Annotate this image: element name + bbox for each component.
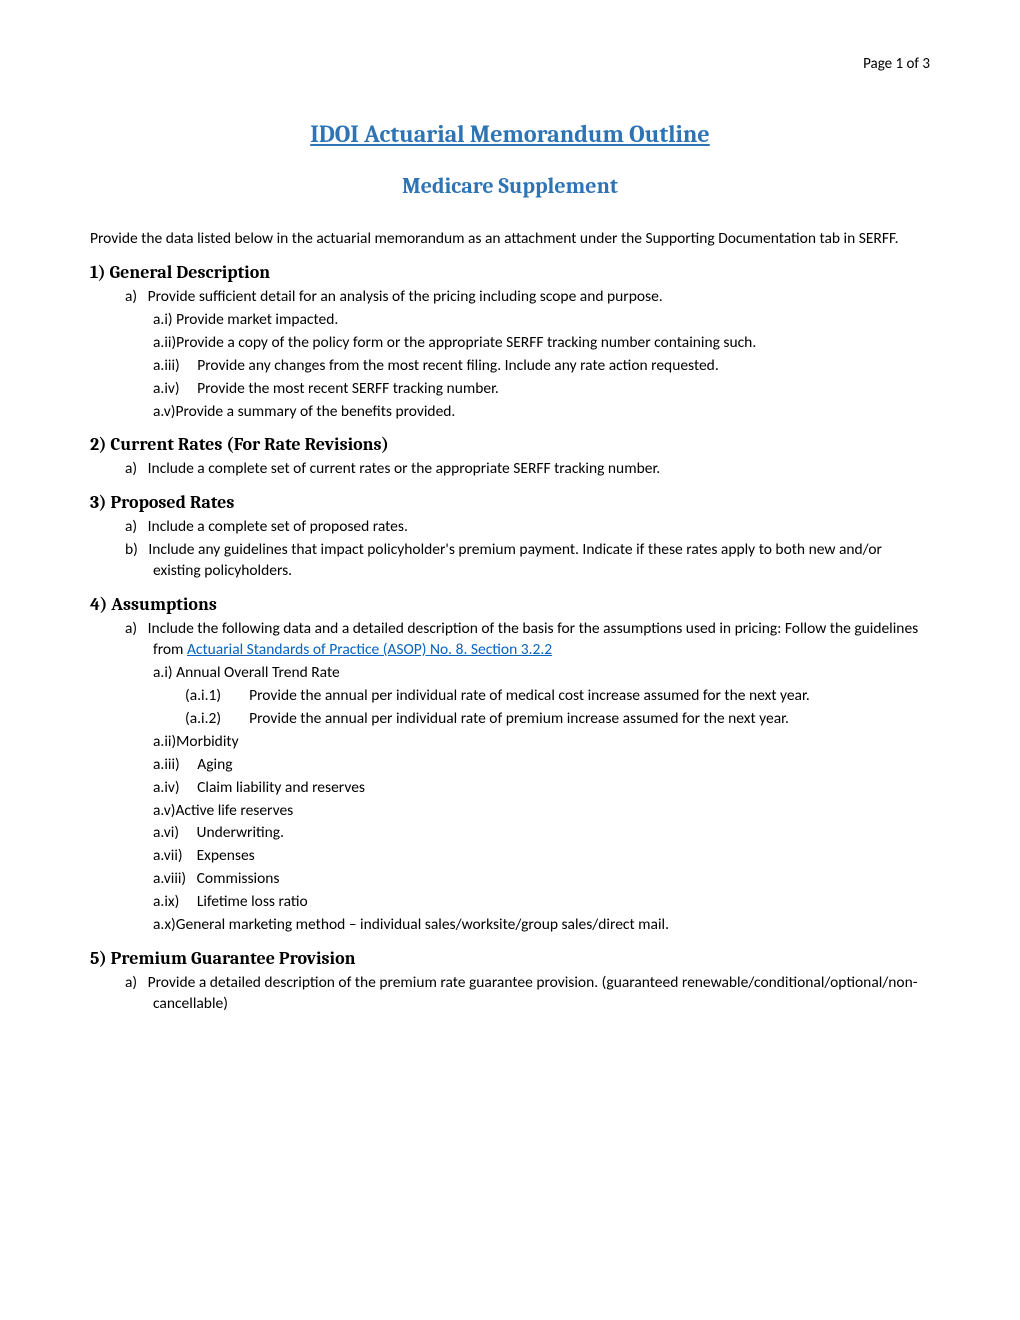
label-a: a): [125, 459, 137, 478]
s4-a-ii: a.ii)Morbidity: [153, 732, 930, 753]
s1-a: a) Provide sufficient detail for an anal…: [125, 287, 930, 308]
s4-a-iii: a.iii) Aging: [153, 755, 930, 776]
s4-a-x: a.x)General marketing method – individua…: [153, 915, 930, 936]
s3-a-text: Include a complete set of proposed rates…: [148, 517, 408, 536]
label-a: a): [125, 619, 137, 638]
label-ai: a.i): [153, 310, 173, 329]
page-number: Page 1 of 3: [863, 55, 930, 73]
s4-a-iii-text: Aging: [197, 755, 232, 774]
s4-a-vi: a.vi) Underwriting.: [153, 823, 930, 844]
s1-a-iii: a.iii) Provide any changes from the most…: [153, 356, 930, 377]
s1-a-v: a.v)Provide a summary of the benefits pr…: [153, 402, 930, 423]
s4-a-v-text: Active life reserves: [175, 801, 293, 820]
title-link[interactable]: IDOI Actuarial Memorandum Outline: [310, 120, 710, 148]
s1-a-ii: a.ii)Provide a copy of the policy form o…: [153, 333, 930, 354]
label-a: a): [125, 517, 137, 536]
label-avii: a.vii): [153, 846, 183, 865]
s4-a-i-1: (a.i.1) Provide the annual per individua…: [185, 686, 930, 707]
s4-a-i-1-text: Provide the annual per individual rate o…: [249, 686, 810, 705]
s4-a-i-text: Annual Overall Trend Rate: [176, 663, 340, 682]
s1-a-v-text: Provide a summary of the benefits provid…: [175, 402, 455, 421]
label-a: a): [125, 287, 137, 306]
section-4-heading: 4) Assumptions: [90, 594, 930, 615]
s3-b-text: Include any guidelines that impact polic…: [148, 540, 882, 580]
label-aii: a.ii): [153, 732, 176, 751]
s4-a-v: a.v)Active life reserves: [153, 801, 930, 822]
label-aviii: a.viii): [153, 869, 186, 888]
label-ai1: (a.i.1): [185, 686, 221, 705]
s4-a-vii-text: Expenses: [197, 846, 255, 865]
label-aii: a.ii): [153, 333, 176, 352]
s4-a-i: a.i) Annual Overall Trend Rate: [153, 663, 930, 684]
section-5-heading: 5) Premium Guarantee Provision: [90, 948, 930, 969]
s1-a-i: a.i) Provide market impacted.: [153, 310, 930, 331]
document-subtitle: Medicare Supplement: [90, 173, 930, 199]
label-ai2: (a.i.2): [185, 709, 221, 728]
label-aiv: a.iv): [153, 379, 180, 398]
s3-a: a) Include a complete set of proposed ra…: [125, 517, 930, 538]
s2-a: a) Include a complete set of current rat…: [125, 459, 930, 480]
s4-a-iv: a.iv) Claim liability and reserves: [153, 778, 930, 799]
s5-a-text: Provide a detailed description of the pr…: [148, 973, 918, 1013]
s1-a-iii-text: Provide any changes from the most recent…: [197, 356, 718, 375]
s1-a-iv-text: Provide the most recent SERFF tracking n…: [197, 379, 499, 398]
s4-a-viii: a.viii) Commissions: [153, 869, 930, 890]
intro-paragraph: Provide the data listed below in the act…: [90, 229, 930, 250]
label-aiii: a.iii): [153, 755, 180, 774]
s4-a-i-2: (a.i.2) Provide the annual per individua…: [185, 709, 930, 730]
label-av: a.v): [153, 402, 175, 421]
label-ax: a.x): [153, 915, 176, 934]
s4-a-vi-text: Underwriting.: [197, 823, 284, 842]
s4-a: a) Include the following data and a deta…: [125, 619, 930, 661]
s2-a-text: Include a complete set of current rates …: [148, 459, 661, 478]
s1-a-i-text: Provide market impacted.: [176, 310, 338, 329]
label-aiv: a.iv): [153, 778, 180, 797]
label-ai: a.i): [153, 663, 173, 682]
s4-a-ix-text: Lifetime loss ratio: [197, 892, 308, 911]
s1-a-text: Provide sufficient detail for an analysi…: [148, 287, 663, 306]
section-2-heading: 2) Current Rates (For Rate Revisions): [90, 434, 930, 455]
label-av: a.v): [153, 801, 175, 820]
label-aix: a.ix): [153, 892, 179, 911]
label-aiii: a.iii): [153, 356, 180, 375]
document-title: IDOI Actuarial Memorandum Outline: [90, 120, 930, 148]
label-b: b): [125, 540, 138, 559]
s5-a: a) Provide a detailed description of the…: [125, 973, 930, 1015]
s1-a-ii-text: Provide a copy of the policy form or the…: [176, 333, 756, 352]
s4-a-iv-text: Claim liability and reserves: [197, 778, 365, 797]
s4-a-i-2-text: Provide the annual per individual rate o…: [249, 709, 789, 728]
asop-link[interactable]: Actuarial Standards of Practice (ASOP) N…: [187, 640, 552, 659]
s4-a-ix: a.ix) Lifetime loss ratio: [153, 892, 930, 913]
s4-a-ii-text: Morbidity: [176, 732, 238, 751]
s4-a-vii: a.vii) Expenses: [153, 846, 930, 867]
s1-a-iv: a.iv) Provide the most recent SERFF trac…: [153, 379, 930, 400]
s4-a-viii-text: Commissions: [197, 869, 280, 888]
s3-b: b) Include any guidelines that impact po…: [125, 540, 930, 582]
s4-a-x-text: General marketing method – individual sa…: [176, 915, 669, 934]
label-avi: a.vi): [153, 823, 179, 842]
label-a: a): [125, 973, 137, 992]
section-3-heading: 3) Proposed Rates: [90, 492, 930, 513]
section-1-heading: 1) General Description: [90, 262, 930, 283]
document-page: Page 1 of 3 IDOI Actuarial Memorandum Ou…: [0, 0, 1020, 1320]
